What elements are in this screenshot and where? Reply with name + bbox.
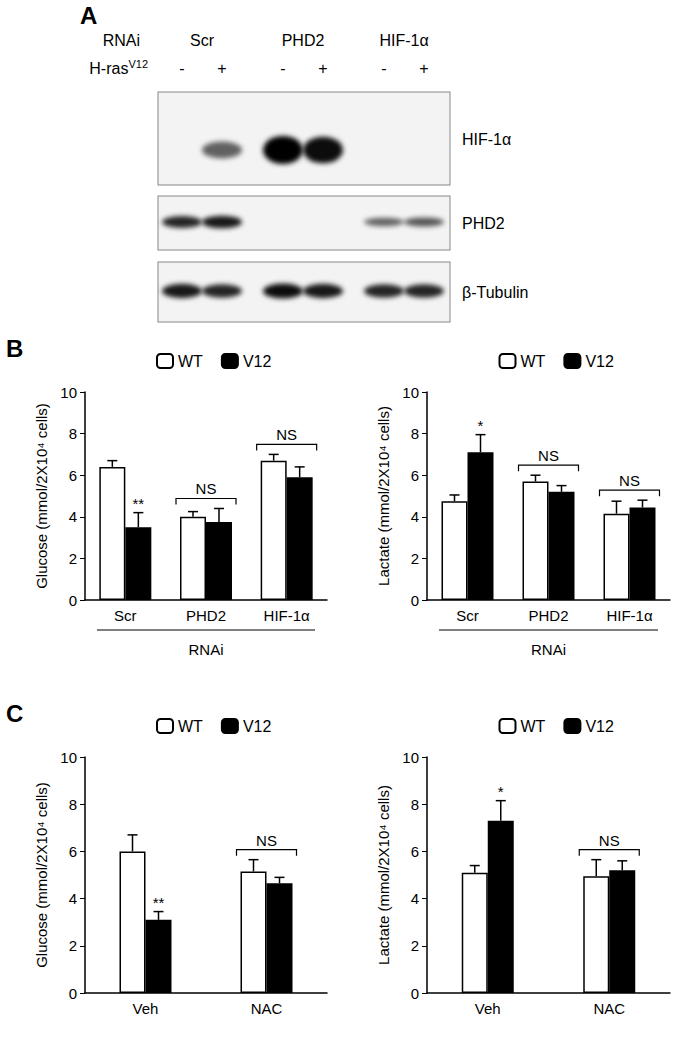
svg-text:HIF-1α: HIF-1α [264,607,311,624]
svg-text:PHD2: PHD2 [186,607,226,624]
svg-text:HIF-1α: HIF-1α [379,32,428,49]
svg-text:**: ** [153,894,165,911]
svg-text:Scr: Scr [456,607,479,624]
svg-text:8: 8 [69,796,77,813]
svg-text:2: 2 [411,550,419,567]
svg-text:2: 2 [69,550,77,567]
svg-text:Veh: Veh [133,1000,159,1017]
svg-text:0: 0 [411,592,419,609]
svg-text:Glucose (mmol/2X10⁴ cells): Glucose (mmol/2X10⁴ cells) [33,782,50,968]
svg-text:4: 4 [411,508,419,525]
svg-text:WT: WT [521,353,546,370]
svg-text:NS: NS [196,480,217,497]
svg-text:10: 10 [402,749,419,766]
svg-text:NS: NS [276,426,297,443]
svg-text:NS: NS [599,832,620,849]
svg-text:Lactate (mmol/2X10⁴ cells): Lactate (mmol/2X10⁴ cells) [375,785,392,965]
svg-text:Veh: Veh [475,1000,501,1017]
svg-text:NS: NS [256,832,277,849]
svg-text:WT: WT [178,353,203,370]
svg-text:+: + [217,60,226,77]
svg-text:-: - [179,60,184,77]
svg-text:10: 10 [60,384,77,401]
svg-text:RNAi: RNAi [531,641,566,658]
svg-text:WT: WT [178,718,203,735]
svg-text:RNAi: RNAi [188,641,223,658]
svg-text:A: A [80,2,97,29]
svg-text:10: 10 [402,384,419,401]
svg-text:*: * [478,417,484,434]
svg-text:NAC: NAC [593,1000,625,1017]
svg-text:-: - [381,60,386,77]
svg-text:V12: V12 [585,353,614,370]
svg-text:PHD2: PHD2 [282,32,325,49]
svg-text:NS: NS [538,447,559,464]
svg-text:HIF-1α: HIF-1α [606,607,653,624]
svg-text:6: 6 [69,843,77,860]
svg-text:6: 6 [69,467,77,484]
svg-text:C: C [6,700,23,727]
svg-text:4: 4 [411,890,419,907]
svg-text:PHD2: PHD2 [462,215,505,232]
svg-text:WT: WT [521,718,546,735]
svg-text:2: 2 [69,937,77,954]
svg-text:4: 4 [69,890,77,907]
svg-text:0: 0 [69,592,77,609]
svg-text:-: - [280,60,285,77]
svg-text:10: 10 [60,749,77,766]
svg-text:V12: V12 [585,718,614,735]
svg-text:6: 6 [411,467,419,484]
svg-text:8: 8 [411,425,419,442]
svg-text:Lactate (mmol/2X10⁴ cells): Lactate (mmol/2X10⁴ cells) [375,406,392,586]
svg-text:HIF-1α: HIF-1α [462,131,511,148]
svg-text:NAC: NAC [251,1000,283,1017]
svg-text:+: + [318,60,327,77]
svg-text:V12: V12 [243,718,272,735]
svg-text:**: ** [132,495,144,512]
svg-text:Scr: Scr [114,607,137,624]
svg-text:V12: V12 [243,353,272,370]
svg-text:2: 2 [411,937,419,954]
svg-text:Scr: Scr [190,32,215,49]
svg-text:NS: NS [619,472,640,489]
svg-text:8: 8 [69,425,77,442]
svg-text:6: 6 [411,843,419,860]
svg-text:Glucose (mmol/2X10⁴ cells): Glucose (mmol/2X10⁴ cells) [33,403,50,589]
svg-text:β-Tubulin: β-Tubulin [462,284,528,301]
svg-text:4: 4 [69,508,77,525]
svg-text:RNAi: RNAi [103,32,140,49]
svg-text:0: 0 [411,985,419,1002]
svg-text:H-rasV12: H-rasV12 [89,58,148,77]
svg-text:B: B [6,335,23,362]
svg-text:+: + [419,60,428,77]
svg-text:0: 0 [69,985,77,1002]
svg-text:8: 8 [411,796,419,813]
svg-text:*: * [498,783,504,800]
svg-text:PHD2: PHD2 [528,607,568,624]
